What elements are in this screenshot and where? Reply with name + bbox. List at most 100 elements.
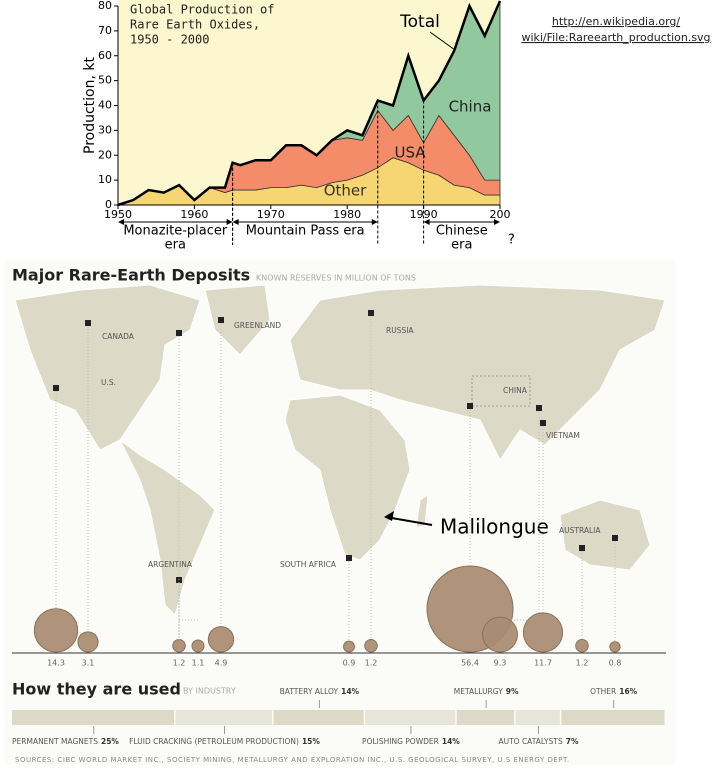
era-note: ? bbox=[508, 233, 515, 248]
deposit-pin bbox=[368, 310, 374, 316]
deposit-pin bbox=[612, 535, 618, 541]
usage-category: PERMANENT MAGNETS bbox=[12, 737, 98, 746]
x-tick-label: 1990 bbox=[410, 208, 438, 221]
reserve-bubble bbox=[207, 626, 235, 653]
y-tick-label: 70 bbox=[98, 24, 112, 37]
usage-category: METALLURGY bbox=[454, 687, 503, 696]
eurasia bbox=[289, 284, 666, 461]
usage-segment bbox=[515, 710, 560, 725]
y-tick-label: 0 bbox=[105, 198, 112, 211]
era-label: Monazite-placer bbox=[123, 224, 228, 239]
usage-value: 7% bbox=[566, 737, 579, 746]
y-tick-label: 30 bbox=[98, 123, 112, 136]
australia bbox=[559, 499, 651, 571]
reserve-bubble bbox=[343, 640, 355, 653]
usage-segment bbox=[365, 710, 456, 725]
usage-label: PERMANENT MAGNETS 25% bbox=[12, 737, 119, 746]
reserve-label: 9.3 bbox=[494, 659, 507, 668]
reserve-bubble bbox=[191, 639, 205, 653]
usage-value: 25% bbox=[101, 737, 119, 746]
deposit-pin bbox=[536, 405, 542, 411]
usage-value: 14% bbox=[442, 737, 460, 746]
africa bbox=[284, 394, 411, 561]
deposit-pin bbox=[85, 320, 91, 326]
region-label: VIETNAM bbox=[546, 431, 580, 440]
chart-title: Global Production of bbox=[130, 3, 275, 17]
era-label: Chinese bbox=[436, 224, 488, 239]
chart-title: 1950 - 2000 bbox=[130, 33, 209, 47]
reserve-bubble bbox=[522, 612, 564, 653]
usage-category: FLUID CRACKING (PETROLEUM PRODUCTION) bbox=[129, 737, 299, 746]
region-label: RUSSIA bbox=[386, 326, 414, 335]
era-label: Mountain Pass era bbox=[246, 224, 365, 239]
map-title: Major Rare-Earth Deposits bbox=[12, 266, 250, 285]
usage-title: How they are used bbox=[12, 680, 181, 699]
y-axis-label: Production, kt bbox=[82, 57, 98, 154]
region-label: ARGENTINA bbox=[148, 560, 193, 569]
usage-label: AUTO CATALYSTS 7% bbox=[498, 737, 578, 746]
deposit-pin bbox=[218, 317, 224, 323]
usage-category: BATTERY ALLOY bbox=[280, 687, 339, 696]
usage-label: BATTERY ALLOY 14% bbox=[280, 687, 360, 696]
reserve-bubble bbox=[482, 616, 518, 653]
region-label: GREENLAND bbox=[234, 321, 281, 330]
usage-segment bbox=[273, 710, 364, 725]
reserve-label: 14.3 bbox=[47, 659, 65, 668]
reserve-label: 1.2 bbox=[365, 659, 378, 668]
reserve-bubble bbox=[609, 641, 621, 653]
era-label: era bbox=[165, 238, 186, 253]
total-line bbox=[117, 0, 502, 207]
sources: SOURCES: CIBC WORLD MARKET INC., SOCIETY… bbox=[15, 756, 570, 764]
deposit-pin bbox=[579, 545, 585, 551]
usage-label: OTHER 16% bbox=[590, 687, 638, 696]
annotation: Malilongue bbox=[440, 515, 549, 539]
deposit-pin bbox=[176, 330, 182, 336]
x-tick-label: 1980 bbox=[333, 208, 361, 221]
usage-value: 14% bbox=[341, 687, 359, 696]
usage-category: POLISHING POWDER bbox=[362, 737, 439, 746]
greenland bbox=[204, 284, 271, 356]
reserve-label: 11.7 bbox=[534, 659, 552, 668]
series-label: Other bbox=[324, 182, 367, 200]
south-america bbox=[119, 439, 216, 616]
reserve-label: 0.9 bbox=[343, 659, 356, 668]
region-label: CHINA bbox=[503, 386, 528, 395]
x-tick-label: 1950 bbox=[104, 208, 132, 221]
reserve-bubble bbox=[575, 638, 589, 653]
region-label: U.S. bbox=[101, 378, 116, 387]
reserve-bubble bbox=[77, 631, 99, 653]
usage-label: FLUID CRACKING (PETROLEUM PRODUCTION) 15% bbox=[129, 737, 320, 746]
china-box bbox=[471, 375, 531, 407]
usage-label: POLISHING POWDER 14% bbox=[362, 737, 460, 746]
usage-segment bbox=[12, 710, 174, 725]
usage-category: AUTO CATALYSTS bbox=[498, 737, 563, 746]
link-line[interactable]: wiki/File:Rareearth_production.svg bbox=[521, 31, 710, 44]
usage-value: 16% bbox=[619, 687, 637, 696]
usage-subtitle: BY INDUSTRY bbox=[183, 687, 236, 696]
arrow-head bbox=[384, 511, 394, 521]
usage-segment bbox=[175, 710, 273, 725]
usage-category: OTHER bbox=[590, 687, 616, 696]
map-subtitle: KNOWN RESERVES IN MILLION OF TONS bbox=[256, 274, 416, 283]
reserve-label: 0.8 bbox=[609, 659, 622, 668]
y-tick-label: 60 bbox=[98, 49, 112, 62]
reserve-label: 4.9 bbox=[215, 659, 228, 668]
y-tick-label: 50 bbox=[98, 74, 112, 87]
deposit-pin bbox=[53, 385, 59, 391]
world-map bbox=[14, 284, 666, 616]
reserve-label: 1.2 bbox=[576, 659, 589, 668]
link-line[interactable]: http://en.wikipedia.org/ bbox=[552, 15, 680, 28]
reserve-bubble bbox=[172, 638, 186, 653]
chart-title: Rare Earth Oxides, bbox=[130, 18, 260, 32]
reserve-label: 56.4 bbox=[461, 659, 479, 668]
series-label: China bbox=[449, 98, 492, 116]
region-label: CANADA bbox=[102, 332, 135, 341]
era-label: era bbox=[451, 238, 472, 253]
usage-value: 15% bbox=[302, 737, 320, 746]
region-label: AUSTRALIA bbox=[559, 526, 601, 535]
usage-value: 9% bbox=[506, 687, 519, 696]
y-tick-label: 20 bbox=[98, 148, 112, 161]
deposit-pin bbox=[346, 555, 352, 561]
total-label: Total bbox=[399, 12, 440, 32]
